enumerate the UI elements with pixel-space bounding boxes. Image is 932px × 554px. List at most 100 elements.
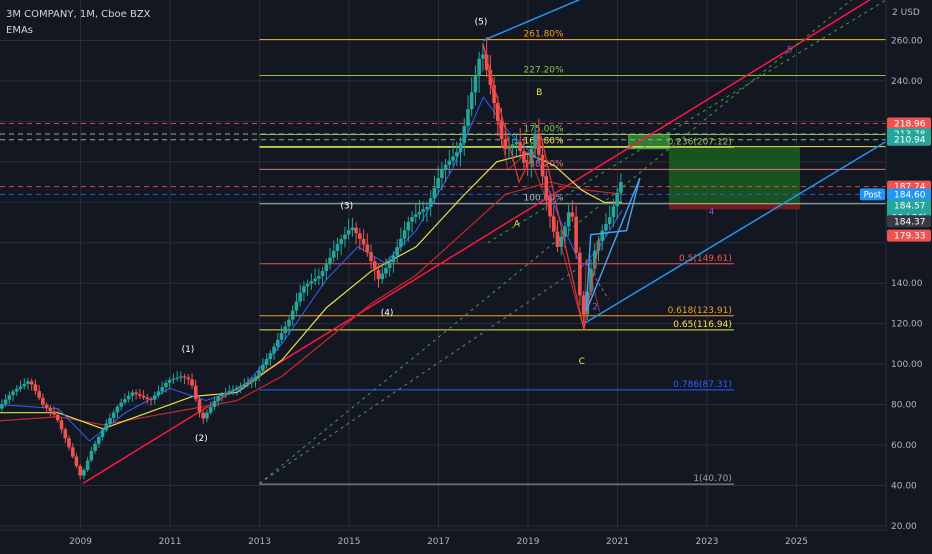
candle-body (551, 216, 556, 232)
candle-body (82, 469, 86, 476)
price-badge-text: 184.60 (894, 190, 926, 200)
candle-body (406, 221, 411, 231)
currency-label[interactable]: 2 USD (892, 8, 920, 18)
candle-body (507, 146, 511, 149)
wave-label: 2 (592, 303, 598, 313)
candle-body (559, 236, 564, 247)
candle-body (447, 160, 452, 165)
candle-body (566, 212, 571, 227)
candle-body (387, 262, 392, 268)
price-badge-bg (887, 229, 931, 242)
candle-body (287, 319, 291, 327)
candle-body (74, 456, 79, 467)
price-badge-text: 184.37 (894, 217, 926, 227)
candle-body (395, 247, 399, 256)
candle-body (63, 429, 68, 439)
candle-body (555, 231, 560, 247)
candle-body (123, 399, 127, 403)
candle-body (193, 385, 198, 400)
price-badge-text: 218.96 (894, 119, 926, 129)
candle-body (242, 384, 247, 387)
post-tag-bg (860, 188, 885, 201)
candle-body (574, 216, 578, 253)
wave-label: (3) (340, 201, 353, 211)
candle-body (421, 209, 426, 212)
indicator-label[interactable]: EMAs (6, 25, 33, 36)
candle-body (216, 396, 220, 402)
candle-body (317, 276, 321, 279)
candle-body (294, 301, 299, 311)
candle-body (18, 386, 23, 389)
candle-body (462, 126, 467, 143)
candle-body (469, 92, 474, 110)
candle-body (160, 387, 165, 392)
fib-extension-label: 161.80% (524, 137, 564, 147)
candle-body (227, 391, 232, 393)
abc-wave-path (482, 44, 601, 330)
candle-body (212, 401, 217, 407)
candle-body (540, 154, 545, 177)
candle-body (190, 379, 194, 386)
loss-zone (668, 203, 801, 210)
price-tick-label: 260.00 (891, 36, 923, 46)
candle-body (264, 359, 269, 365)
time-tick-label: 2015 (338, 537, 361, 547)
time-tick-label: 2023 (696, 537, 719, 547)
symbol-title[interactable]: 3M COMPANY, 1M, Cboe BZX (6, 9, 151, 20)
candle-body (533, 133, 537, 149)
price-tick-label: 20.00 (891, 522, 917, 532)
fib-extension-label: 175.00% (524, 125, 564, 135)
candle-body (496, 102, 500, 121)
candle-body (320, 271, 325, 277)
candle-body (544, 176, 549, 198)
candle-body (548, 197, 552, 217)
wave-label: B (536, 88, 542, 98)
candle-body (514, 142, 519, 145)
candle-body (339, 239, 343, 245)
candle-body (522, 151, 526, 163)
candle-body (208, 406, 213, 413)
candle-body (581, 295, 586, 315)
candle-body (413, 214, 418, 217)
time-tick-label: 2019 (517, 537, 540, 547)
fib-extension-label: 261.80% (524, 29, 564, 39)
candle-body (518, 142, 522, 152)
candle-body (26, 381, 30, 384)
candle-body (302, 286, 306, 293)
candle-body (0, 404, 4, 409)
candle-body (384, 267, 388, 274)
candle-body (3, 399, 8, 405)
price-tick-label: 40.00 (891, 481, 917, 491)
candle-body (615, 192, 619, 207)
candle-body (380, 273, 385, 280)
candle-body (149, 399, 153, 401)
price-badge-bg (887, 117, 931, 130)
candle-body (138, 394, 142, 396)
fib-retracement-label: 0.618(123.91) (668, 306, 732, 316)
candle-body (376, 270, 381, 280)
gray-dashed-line (259, 262, 587, 484)
price-badge: 210.94 (887, 133, 931, 146)
candle-body (600, 230, 605, 241)
price-badge-text: 187.74 (894, 183, 926, 193)
candle-body (55, 414, 60, 421)
chart-legend: 3M COMPANY, 1M, Cboe BZX EMAs (6, 7, 151, 39)
candle-body (182, 376, 187, 378)
ema-mid-line (0, 153, 622, 430)
candle-body (201, 412, 206, 419)
candle-body (451, 156, 455, 161)
fib-retracement-label: 0.65(116.94) (673, 320, 732, 330)
candle-body (145, 397, 150, 400)
profit-zone (668, 146, 801, 204)
candle-body (331, 250, 336, 258)
candle-body (70, 447, 75, 457)
wave-label: 4 (709, 207, 715, 217)
candle-body (499, 120, 504, 139)
candle-body (37, 391, 41, 398)
wave-label: (1) (182, 345, 195, 355)
candle-body (186, 377, 191, 380)
candle-body (592, 250, 597, 269)
